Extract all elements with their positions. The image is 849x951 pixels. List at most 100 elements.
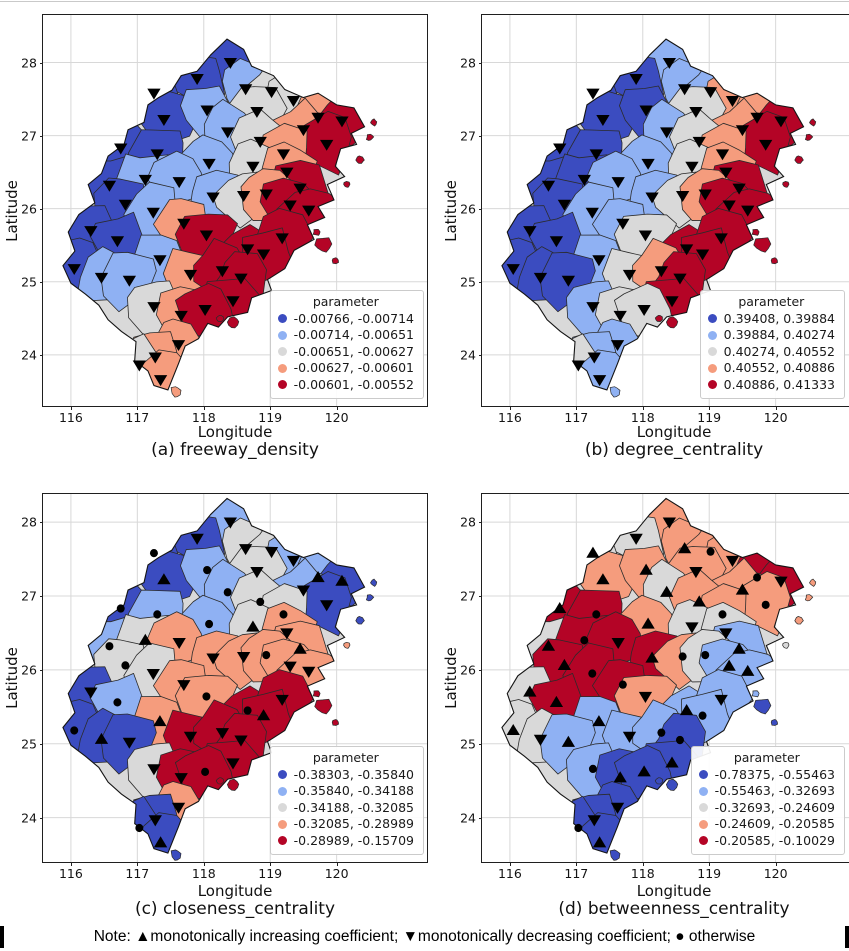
marker-triangle-down	[311, 112, 325, 124]
marker-triangle-down	[715, 149, 730, 161]
y-tick-label: 25	[460, 736, 476, 752]
marker-triangle-down	[153, 255, 167, 267]
marker-triangle-down	[275, 233, 289, 245]
marker-triangle-down	[735, 125, 750, 137]
legend-title: parameter	[738, 294, 805, 309]
marker-triangle-up	[677, 542, 692, 554]
marker-triangle-down	[719, 628, 733, 640]
marker-triangle-down	[714, 694, 728, 706]
legend-label: -0.38303, -0.35840	[293, 766, 414, 782]
x-tick-mark	[709, 862, 711, 866]
legend-swatch-icon	[707, 363, 717, 373]
province-outline	[502, 39, 804, 390]
marker-triangle-down	[610, 340, 625, 352]
y-tick-label: 27	[460, 588, 476, 604]
marker-triangle-down	[335, 116, 349, 128]
island-region	[332, 258, 338, 264]
marker-triangle-down	[238, 544, 253, 556]
marker-dot	[761, 600, 770, 609]
y-tick-label: 27	[21, 128, 37, 144]
marker-triangle-up	[256, 709, 271, 721]
legend-title: parameter	[312, 750, 379, 765]
x-axis-label-c: Longitude	[197, 882, 273, 900]
x-tick-label: 120	[763, 866, 788, 881]
y-tick-label: 27	[460, 128, 476, 144]
marker-triangle-down	[110, 236, 125, 248]
marker-dot	[753, 573, 762, 582]
plot-area-d: 116 117 118 119 120 28 27 26 25 24 parameter -0.783…	[460, 493, 849, 881]
marker-triangle-down	[172, 637, 186, 650]
marker-triangle-down	[774, 116, 788, 128]
y-tick-mark	[39, 62, 43, 64]
island-region	[810, 119, 816, 126]
marker-triangle-down	[200, 105, 214, 117]
x-axis-label-b: Longitude	[636, 423, 712, 441]
marker-dot	[121, 661, 130, 670]
marker-triangle-down	[719, 167, 733, 179]
x-tick-label: 117	[564, 410, 589, 425]
marker-dot	[116, 604, 125, 613]
marker-triangle-down	[122, 737, 137, 749]
legend-entry: 0.39408, 0.39884	[707, 311, 835, 328]
marker-triangle-down	[692, 136, 706, 148]
marker-triangle-down	[586, 88, 600, 100]
marker-triangle-down	[174, 773, 188, 785]
y-tick-label: 28	[21, 514, 37, 530]
marker-dot	[202, 692, 211, 701]
marker-triangle-up	[679, 704, 694, 716]
y-tick-mark	[39, 522, 43, 524]
marker-triangle-down	[190, 74, 204, 86]
marker-dot	[657, 728, 666, 737]
marker-triangle-down	[689, 106, 703, 118]
marker-triangle-down	[302, 205, 316, 217]
marker-triangle-down	[725, 555, 740, 568]
legend-swatch-icon	[698, 770, 708, 780]
y-tick-mark	[39, 208, 43, 210]
x-tick-mark	[775, 862, 777, 866]
marker-triangle-up	[637, 765, 651, 777]
x-tick-mark	[270, 862, 272, 866]
marker-triangle-down	[622, 269, 637, 281]
y-axis-label-a: Latitude	[3, 179, 21, 242]
marker-triangle-down	[238, 84, 253, 96]
y-tick-label: 28	[460, 55, 476, 70]
marker-triangle-down	[293, 183, 307, 195]
legend-swatch-icon	[277, 330, 287, 340]
marker-triangle-down	[147, 88, 161, 100]
legend-entry: -0.00766, -0.00714	[277, 311, 414, 328]
marker-dot	[592, 610, 601, 619]
legend-swatch-icon	[277, 770, 287, 780]
y-tick-label: 24	[21, 810, 37, 826]
x-tick-mark	[70, 862, 72, 866]
legend-entry: 0.39884, 0.40274	[707, 327, 835, 344]
y-tick-label: 26	[21, 201, 37, 217]
x-tick-label: 120	[324, 410, 349, 425]
marker-triangle-down	[177, 218, 191, 230]
island-region	[783, 642, 789, 648]
legend-label: 0.40274, 0.40552	[723, 343, 835, 359]
island-region	[366, 134, 373, 140]
marker-triangle-up	[153, 715, 167, 727]
island-region	[216, 778, 223, 784]
marker-triangle-down	[250, 106, 264, 118]
x-tick-mark	[576, 862, 578, 866]
note-text: Note: ▲monotonically increasing coeffici…	[93, 928, 756, 945]
marker-triangle-down	[732, 183, 746, 195]
marker-triangle-down	[629, 74, 643, 86]
legend-label: -0.32085, -0.28989	[293, 816, 414, 831]
marker-triangle-down	[533, 734, 548, 746]
marker-dot	[105, 642, 114, 651]
legend-label: -0.20585, -0.10029	[714, 832, 835, 848]
marker-triangle-down	[665, 296, 679, 308]
marker-triangle-down	[722, 200, 736, 212]
marker-triangle-up	[311, 570, 325, 583]
legend-entry: -0.00601, -0.00552	[277, 377, 414, 394]
marker-triangle-down	[685, 161, 699, 173]
marker-triangle-up	[660, 585, 674, 597]
marker-triangle-down	[725, 95, 740, 107]
marker-triangle-down	[685, 622, 699, 634]
marker-triangle-up	[641, 617, 655, 629]
x-tick-label: 117	[564, 866, 589, 881]
plot-area-a: 116 117 118 119 120 28 27 26 25 24 parameter -0.007…	[21, 14, 428, 425]
x-tick-label: 118	[630, 410, 655, 425]
